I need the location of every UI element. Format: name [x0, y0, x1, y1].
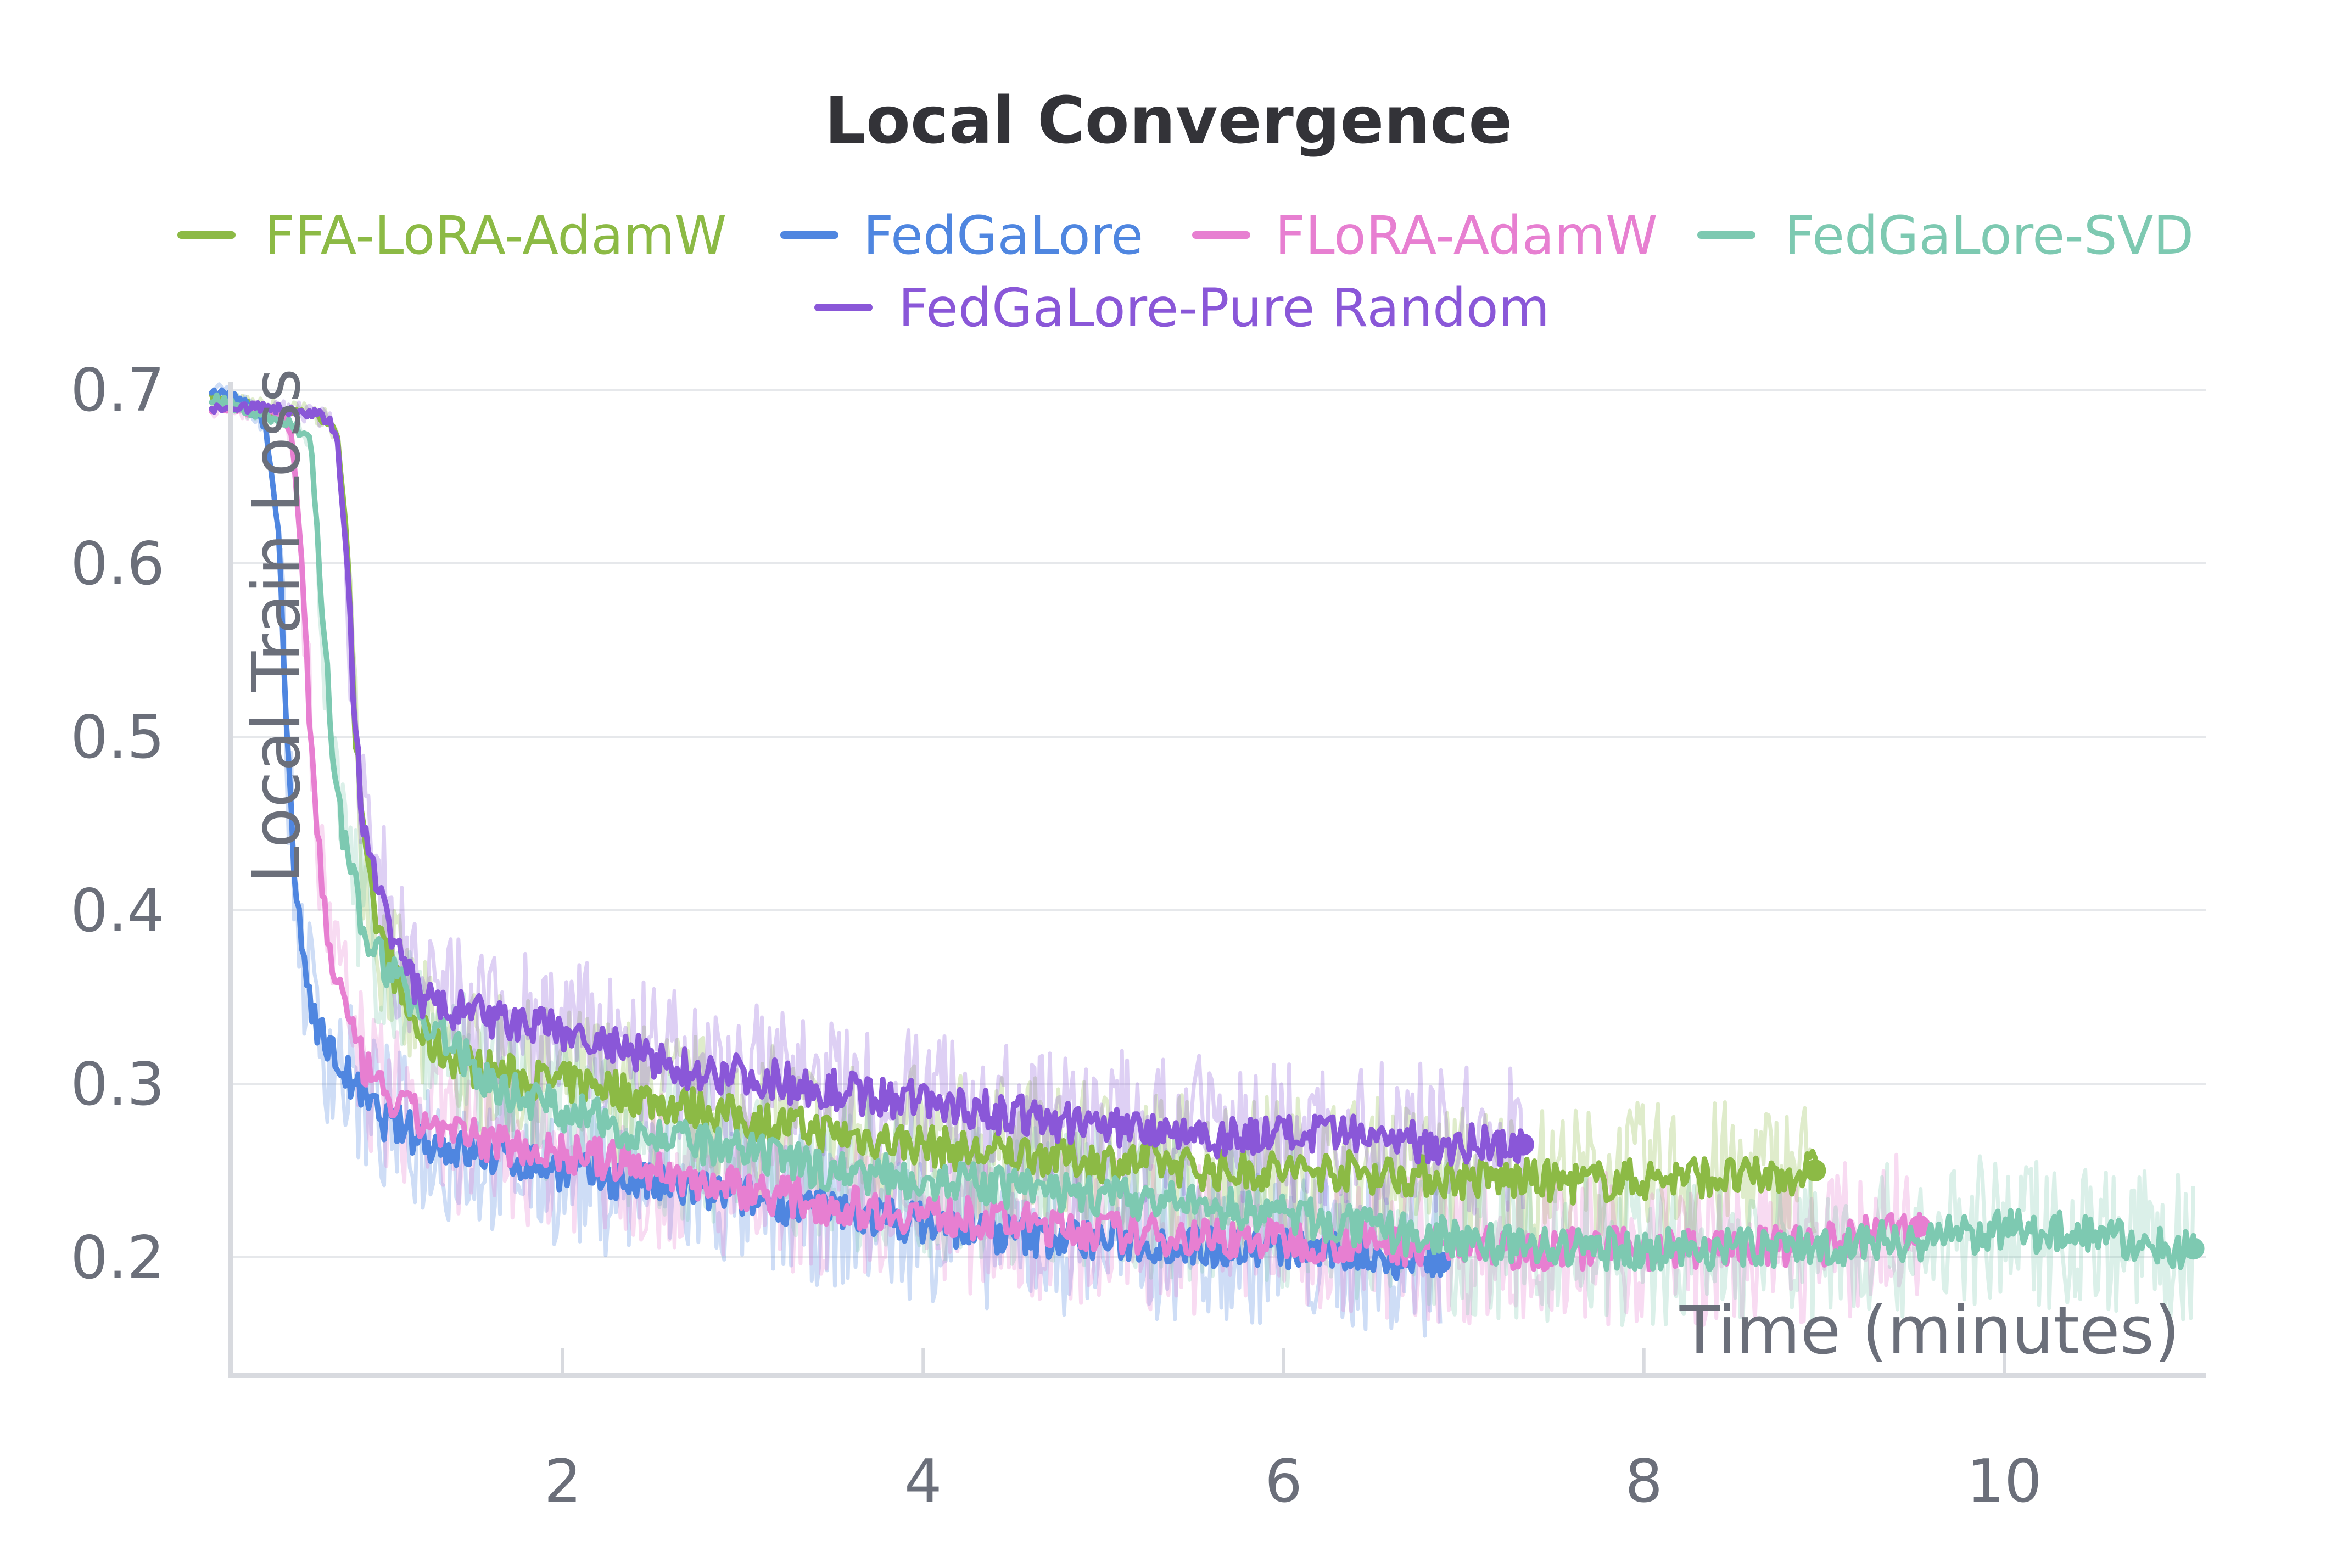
- series-line: [209, 392, 2196, 1272]
- y-tick-label: 0.3: [70, 1050, 165, 1119]
- x-tick-label: 8: [1625, 1447, 1663, 1516]
- series-end-point: [2182, 1237, 2205, 1260]
- series-end-point: [1908, 1215, 1931, 1237]
- axes: [228, 382, 2206, 1378]
- series-lines: [209, 387, 2205, 1281]
- y-tick-label: 0.7: [70, 356, 165, 425]
- legend-label: FFA-LoRA-AdamW: [265, 205, 726, 266]
- legend-label: FedGaLore: [863, 205, 1143, 266]
- gridlines: [231, 389, 2206, 1258]
- chart-title: Local Convergence: [824, 82, 1513, 158]
- y-tick-label: 0.5: [70, 703, 165, 772]
- series-end-point: [1512, 1133, 1534, 1156]
- x-tick-label: 4: [904, 1447, 942, 1516]
- y-tick-label: 0.6: [70, 530, 165, 598]
- series-end-point: [1429, 1251, 1451, 1274]
- legend: FFA-LoRA-AdamW FedGaLore FLoRA-AdamW FedGaL…: [177, 205, 2194, 339]
- series-raw-trace: [209, 388, 2195, 1328]
- legend-label: FedGaLore-SVD: [1785, 205, 2194, 266]
- x-axis-label: Time (minutes): [1679, 1293, 2180, 1369]
- x-tick-label: 10: [1966, 1447, 2042, 1516]
- legend-label: FedGaLore-Pure Random: [898, 277, 1550, 339]
- y-tick-label: 0.4: [70, 877, 165, 945]
- y-axis-label: Local Train Loss: [239, 368, 315, 883]
- series-end-point: [1804, 1160, 1826, 1181]
- legend-label: FLoRA-AdamW: [1275, 205, 1658, 266]
- x-tick-label: 6: [1265, 1447, 1302, 1516]
- series-raw-trace: [210, 395, 1525, 1218]
- ticks: 0.2 0.3 0.4 0.5 0.6 0.7 2 4 6 8 10: [70, 356, 2042, 1516]
- noise-bands: [209, 382, 2195, 1338]
- x-tick-label: 2: [544, 1447, 582, 1516]
- y-tick-label: 0.2: [70, 1224, 165, 1292]
- series-line: [209, 400, 1526, 1168]
- series-line: [209, 391, 1818, 1206]
